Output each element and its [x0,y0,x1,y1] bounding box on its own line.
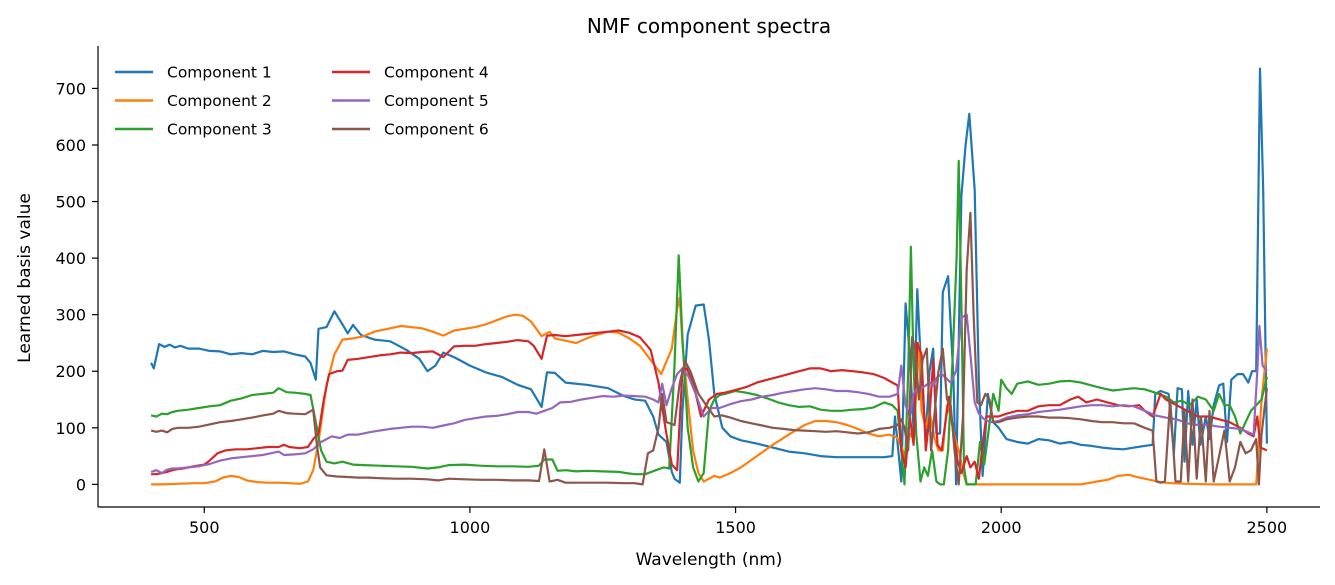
axes-layer: 500 1000 1500 2000 2500 0 100 200 300 400 500 600 70… [55,46,1320,537]
y-axis-label: Learned basis value [15,193,35,363]
y-tick-label: 600 [55,136,86,155]
y-tick-label: 700 [55,79,86,98]
legend-label-component-5: Component 5 [384,92,489,110]
x-tick-label: 1000 [450,518,491,537]
series-line-component-3 [150,159,1268,486]
y-tick-label: 100 [55,419,86,438]
legend-label-component-1: Component 1 [167,64,272,82]
legend-label-component-6: Component 6 [384,121,489,139]
x-tick-label: 2500 [1247,518,1288,537]
x-tick-label: 1500 [715,518,756,537]
x-axis-label: Wavelength (nm) [636,550,783,570]
y-tick-label: 300 [55,306,86,325]
series-line-component-6 [150,211,1268,486]
chart-title: NMF component spectra [587,14,831,38]
legend-label-component-4: Component 4 [384,64,489,82]
series-line-component-1 [150,67,1268,486]
y-tick-label: 200 [55,362,86,381]
y-tick-label: 400 [55,249,86,268]
legend-label-component-2: Component 2 [167,92,272,110]
y-tick-label: 500 [55,193,86,212]
legend-label-component-3: Component 3 [167,121,272,139]
series-line-component-5 [150,313,1268,475]
series-layer [150,67,1268,486]
series-line-component-4 [151,329,1268,480]
legend: Component 1 Component 2 Component 3 Compone… [115,64,489,139]
y-tick-label: 0 [76,475,86,494]
x-tick-label: 500 [189,518,220,537]
x-tick-label: 2000 [981,518,1022,537]
